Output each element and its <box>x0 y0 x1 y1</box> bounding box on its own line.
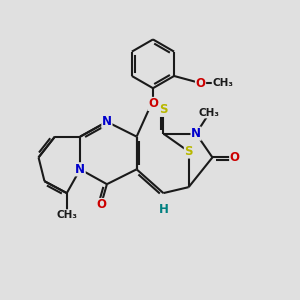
Text: O: O <box>230 151 240 164</box>
Text: H: H <box>158 203 168 216</box>
Text: N: N <box>102 115 112 128</box>
Text: O: O <box>196 76 206 90</box>
Text: N: N <box>191 127 201 140</box>
Text: CH₃: CH₃ <box>199 108 220 118</box>
Text: CH₃: CH₃ <box>56 210 77 220</box>
Text: O: O <box>148 98 158 110</box>
Text: O: O <box>96 199 106 212</box>
Text: S: S <box>184 145 193 158</box>
Text: N: N <box>75 163 85 176</box>
Text: S: S <box>159 103 168 116</box>
Text: CH₃: CH₃ <box>212 78 233 88</box>
